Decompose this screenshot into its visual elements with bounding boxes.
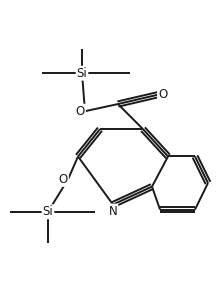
- Text: O: O: [59, 173, 68, 186]
- Text: Si: Si: [43, 205, 53, 218]
- Text: O: O: [158, 88, 167, 101]
- Text: Si: Si: [77, 67, 87, 80]
- Text: N: N: [109, 205, 117, 217]
- Text: O: O: [76, 105, 85, 118]
